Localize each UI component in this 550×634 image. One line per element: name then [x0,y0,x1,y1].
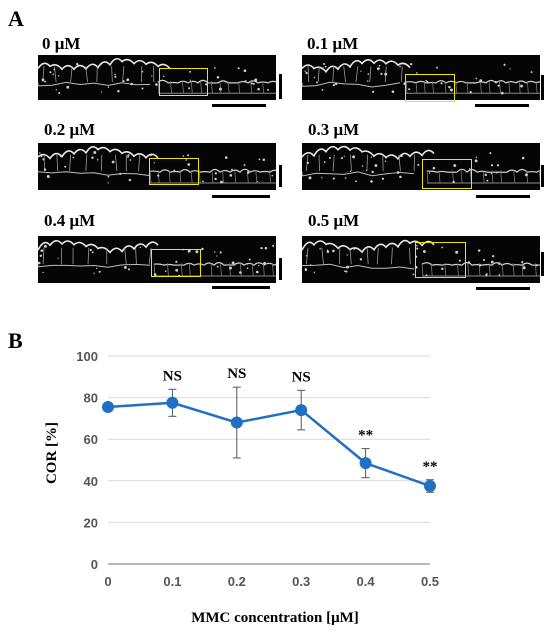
x-tick-label: 0.4 [357,574,376,589]
significance-annotations: NS NS NS ** ** [163,366,438,475]
x-tick-label: 0.5 [421,574,439,589]
x-tick-label: 0 [104,574,111,589]
y-tick-label: 40 [84,474,98,489]
micrograph-image [302,236,540,283]
x-tick-label: 0.2 [228,574,246,589]
data-point [424,480,436,492]
micrograph-texture [302,145,540,184]
region-of-interest-box [405,74,455,102]
vertical-scale-bar [279,165,282,187]
data-point [295,404,308,417]
vertical-scale-bar [541,165,544,187]
region-of-interest-box [415,242,466,278]
y-tick-label: 20 [84,515,98,530]
panel-label-a: A [8,6,24,31]
micrograph-image [302,55,540,100]
gridlines [108,355,430,523]
significance-label: NS [163,368,182,384]
data-point [230,416,243,429]
micrograph-texture [38,146,276,184]
region-of-interest-box [149,158,199,185]
micrograph-label: 0 μM [42,34,81,53]
horizontal-scale-bar [212,195,270,198]
vertical-scale-bar [541,252,544,276]
micrograph-label: 0.2 μM [44,120,96,139]
region-of-interest-box [422,159,472,189]
series [102,386,436,493]
vertical-scale-bar [541,75,544,100]
data-point [166,396,179,409]
x-tick-label: 0.1 [163,574,181,589]
panel-label-b: B [8,328,23,353]
y-tick-label: 60 [84,432,98,447]
y-axis-title: COR [%] [44,422,60,484]
x-axis-title: MMC concentration [μM] [191,610,359,626]
data-point [102,400,114,413]
y-tick-label: 80 [84,391,98,406]
micrograph-image [38,143,276,190]
horizontal-scale-bar [475,104,529,107]
region-of-interest-box [159,68,208,96]
horizontal-scale-bar [212,286,270,289]
significance-label: ** [423,459,438,475]
horizontal-scale-bar [212,104,266,107]
x-tick-label: 0.3 [292,574,310,589]
micrograph-image [302,143,540,190]
significance-label: ** [358,428,373,444]
micrograph-texture [38,57,276,94]
vertical-scale-bar [279,258,282,280]
micrograph-label: 0.1 μM [307,34,359,53]
micrograph-label: 0.4 μM [44,211,96,230]
series-line [107,401,431,488]
significance-label: NS [292,369,311,385]
micrograph-label: 0.3 μM [308,120,360,139]
region-of-interest-box [151,249,201,277]
micrograph-image [38,55,276,100]
micrograph-texture [302,239,540,277]
micrograph-image [38,236,276,283]
micrograph-texture [302,59,540,95]
horizontal-scale-bar [476,287,530,290]
micrograph-label: 0.5 μM [308,211,360,230]
data-point [359,457,372,470]
micrograph-texture [38,239,276,277]
horizontal-scale-bar [476,195,530,198]
tick-labels: 0 20 40 60 80 100 0 0.1 0.2 0.3 0.4 0.5 [76,349,439,589]
significance-label: NS [227,366,246,382]
vertical-scale-bar [279,74,282,99]
y-tick-label: 0 [91,557,98,572]
y-tick-label: 100 [76,349,98,364]
